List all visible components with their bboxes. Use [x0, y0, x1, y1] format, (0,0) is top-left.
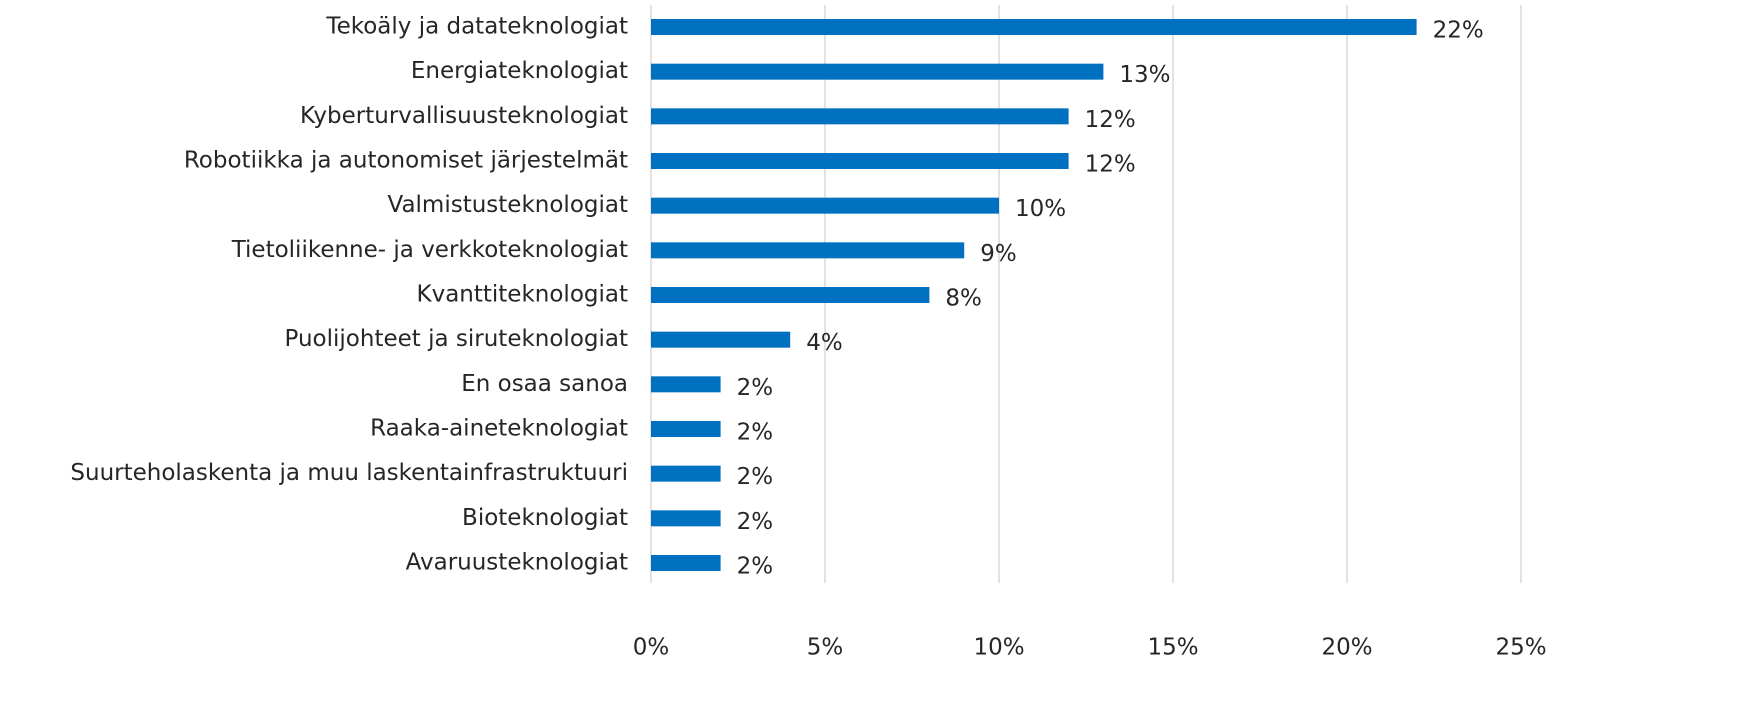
bar	[651, 555, 721, 571]
x-tick-label: 20%	[1321, 635, 1372, 661]
data-label: 10%	[1015, 196, 1066, 222]
y-tick-label: Puolijohteet ja siruteknologiat	[285, 326, 628, 352]
bar	[651, 465, 721, 482]
bar	[651, 197, 999, 214]
y-tick-label: En osaa sanoa	[461, 371, 628, 397]
bar	[651, 376, 721, 393]
y-tick-label: Robotiikka ja autonomiset järjestelmät	[184, 148, 628, 174]
bar	[651, 331, 791, 348]
data-label: 2%	[737, 554, 774, 580]
x-tick-label: 5%	[807, 635, 844, 661]
x-tick-label: 25%	[1495, 635, 1546, 661]
data-label: 2%	[737, 375, 774, 401]
data-label: 12%	[1085, 107, 1136, 133]
y-tick-label: Suurteholaskenta ja muu laskentainfrastr…	[70, 460, 628, 486]
data-label: 9%	[980, 241, 1017, 267]
bar	[651, 510, 721, 527]
data-label: 2%	[737, 509, 774, 535]
data-label: 4%	[806, 330, 843, 356]
data-label: 2%	[737, 464, 774, 490]
y-tick-label: Kvanttiteknologiat	[417, 282, 629, 308]
data-label: 8%	[945, 286, 982, 312]
data-label: 13%	[1119, 62, 1170, 88]
y-tick-label: Raaka-aineteknologiat	[370, 416, 628, 442]
bar	[651, 63, 1104, 80]
bar	[651, 153, 1069, 169]
x-tick-label: 10%	[973, 635, 1024, 661]
data-label: 22%	[1433, 18, 1484, 44]
bar	[651, 242, 965, 259]
y-tick-label: Energiateknologiat	[411, 58, 628, 84]
y-tick-label: Avaruusteknologiat	[406, 550, 628, 576]
y-tick-label: Kyberturvallisuusteknologiat	[300, 103, 628, 129]
y-tick-label: Tekoäly ja datateknologiat	[325, 14, 628, 40]
bar	[651, 108, 1069, 125]
bar	[651, 421, 721, 437]
data-label: 12%	[1085, 152, 1136, 178]
x-tick-label: 15%	[1147, 635, 1198, 661]
y-tick-label: Valmistusteknologiat	[388, 192, 629, 218]
data-label: 2%	[737, 420, 774, 446]
y-tick-label: Tietoliikenne- ja verkkoteknologiat	[231, 237, 628, 263]
y-tick-label: Bioteknologiat	[462, 505, 628, 531]
bar	[651, 287, 930, 303]
bar	[651, 19, 1417, 35]
x-tick-label: 0%	[633, 635, 670, 661]
